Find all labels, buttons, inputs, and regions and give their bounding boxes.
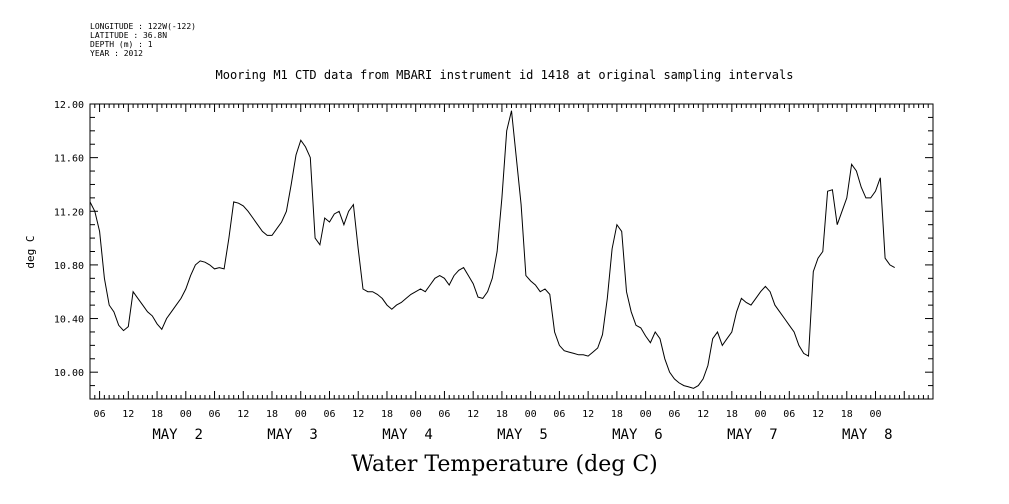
x-tick-label: 06: [668, 409, 680, 420]
x-tick-label: 18: [726, 409, 738, 420]
x-tick-label: 12: [352, 409, 364, 420]
x-tick-label: 12: [237, 409, 249, 420]
y-tick-label: 11.20: [54, 207, 84, 218]
x-tick-label: 12: [582, 409, 594, 420]
x-tick-label: 06: [94, 409, 106, 420]
day-label: MAY 7: [727, 427, 778, 443]
day-label: MAY 3: [267, 427, 318, 443]
x-tick-label: 18: [611, 409, 623, 420]
y-tick-label: 10.00: [54, 368, 84, 379]
x-tick-label: 00: [640, 409, 652, 420]
day-label: MAY 5: [497, 427, 548, 443]
x-tick-label: 00: [525, 409, 537, 420]
x-tick-label: 00: [295, 409, 307, 420]
x-tick-label: 06: [323, 409, 335, 420]
meta-latitude: LATITUDE : 36.8N: [90, 31, 168, 40]
day-label: MAY 4: [382, 427, 433, 443]
x-tick-label: 18: [381, 409, 393, 420]
x-tick-label: 12: [467, 409, 479, 420]
y-axis: 10.00 10.40 10.80 11.20 11.60 12.00: [54, 100, 933, 400]
series-line: [89, 110, 895, 389]
x-tick-label: 18: [496, 409, 508, 420]
y-tick-label: 10.40: [54, 315, 84, 326]
meta-depth: DEPTH (m) : 1: [90, 40, 153, 49]
y-tick-label: 12.00: [54, 100, 84, 111]
x-tick-label: 18: [151, 409, 163, 420]
x-axis: 06 12 18 00 06 12 18 00 06 12 18 00 06 12 18 00 06 12 18 00…: [89, 104, 934, 443]
meta-longitude: LONGITUDE : 122W(-122): [90, 22, 196, 31]
x-tick-label: 12: [122, 409, 134, 420]
day-label: MAY 2: [152, 427, 203, 443]
y-axis-label: deg C: [24, 235, 37, 268]
x-tick-label: 06: [783, 409, 795, 420]
x-tick-label: 12: [812, 409, 824, 420]
meta-year: YEAR : 2012: [90, 49, 143, 58]
metadata-block: LONGITUDE : 122W(-122) LATITUDE : 36.8N …: [90, 22, 196, 58]
x-tick-label: 06: [553, 409, 565, 420]
day-label: MAY 6: [612, 427, 663, 443]
y-tick-label: 11.60: [54, 154, 84, 165]
main-label: Water Temperature (deg C): [351, 452, 658, 477]
x-tick-label: 00: [755, 409, 767, 420]
y-tick-label: 10.80: [54, 261, 84, 272]
chart-title: Mooring M1 CTD data from MBARI instrumen…: [215, 68, 794, 82]
x-tick-label: 06: [438, 409, 450, 420]
x-tick-label: 12: [697, 409, 709, 420]
x-tick-label: 00: [410, 409, 422, 420]
x-tick-label: 06: [209, 409, 221, 420]
x-tick-label: 00: [869, 409, 881, 420]
x-tick-label: 00: [180, 409, 192, 420]
x-tick-label: 18: [266, 409, 278, 420]
day-label: MAY 8: [842, 427, 893, 443]
x-tick-label: 18: [841, 409, 853, 420]
